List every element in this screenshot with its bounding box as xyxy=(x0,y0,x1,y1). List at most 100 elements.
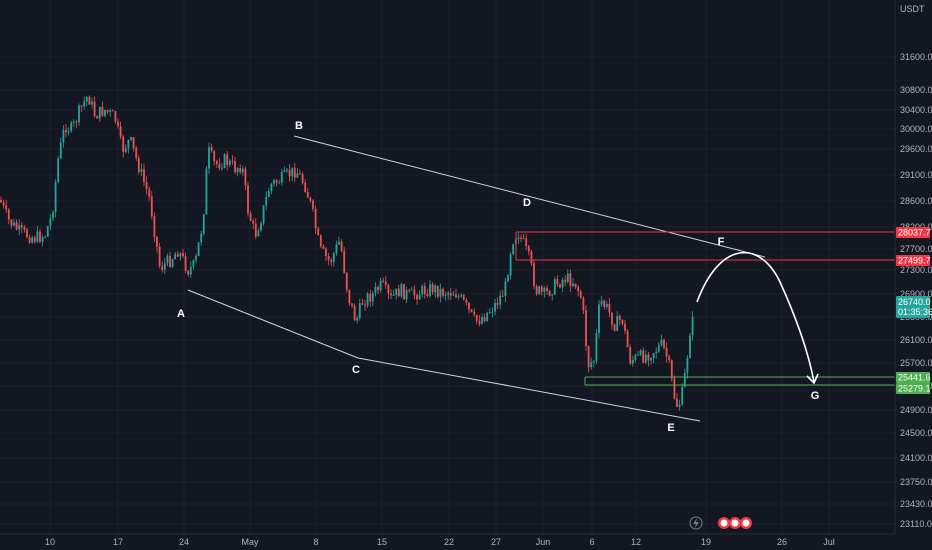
support-zone xyxy=(584,376,895,386)
candle-body xyxy=(405,290,408,300)
candle-body xyxy=(322,245,325,249)
candle-body xyxy=(423,286,426,295)
y-tick-label: 23750.0 xyxy=(900,477,932,487)
candle-body xyxy=(462,295,465,300)
candle-body xyxy=(442,288,444,296)
x-tick-label: 24 xyxy=(179,537,189,547)
time-axis[interactable] xyxy=(0,534,932,550)
candle-body xyxy=(384,281,387,286)
flag-icon[interactable] xyxy=(729,517,741,529)
candle-body xyxy=(639,350,642,355)
candle-body xyxy=(148,189,151,197)
lightning-icon[interactable] xyxy=(689,516,703,530)
candle-body xyxy=(67,131,70,133)
currency-label: USDT xyxy=(900,4,925,14)
lower-trendline-ac xyxy=(187,289,359,359)
candle-body xyxy=(101,106,104,116)
candle-body xyxy=(491,311,494,313)
candle-body xyxy=(275,180,278,183)
candle-body xyxy=(0,200,2,203)
candle-body xyxy=(312,200,314,209)
candle-body xyxy=(439,288,442,297)
x-tick-label: 27 xyxy=(491,537,501,547)
svg-text:28037.7: 28037.7 xyxy=(898,228,931,238)
candle-body xyxy=(340,241,343,251)
candle-body xyxy=(163,263,166,270)
candle-body xyxy=(421,286,424,295)
candle-body xyxy=(478,320,481,324)
candle-body xyxy=(468,302,470,310)
candle-body xyxy=(231,160,234,162)
candle-body xyxy=(140,168,143,173)
candle-body xyxy=(496,302,499,305)
candle-body xyxy=(621,319,624,324)
candle-body xyxy=(57,158,60,182)
y-tick-label: 29100.0 xyxy=(900,170,932,180)
candle-body xyxy=(161,266,164,270)
candle-body xyxy=(618,316,621,320)
candle-body xyxy=(535,286,538,295)
x-tick-label: 8 xyxy=(313,537,318,547)
candle-body xyxy=(691,316,694,336)
candle-body xyxy=(330,259,333,262)
candle-body xyxy=(353,305,356,321)
candle-body xyxy=(23,227,26,230)
y-tick-label: 24500.0 xyxy=(900,428,932,438)
candle-body xyxy=(44,236,47,238)
candle-body xyxy=(546,287,548,291)
candle-body xyxy=(369,293,372,302)
candle-body xyxy=(483,317,486,322)
candle-body xyxy=(403,284,405,300)
wave-label-c: C xyxy=(352,364,360,376)
candle-body xyxy=(59,142,62,159)
candle-body xyxy=(644,354,647,363)
x-tick-label: 12 xyxy=(631,537,641,547)
candle-body xyxy=(137,157,140,173)
candle-body xyxy=(392,294,395,296)
svg-text:27499.7: 27499.7 xyxy=(898,256,931,266)
x-tick-label: Jun xyxy=(536,537,551,547)
candle-body xyxy=(111,110,114,112)
candle-body xyxy=(574,283,577,288)
candle-body xyxy=(470,309,473,312)
candle-body xyxy=(221,167,223,169)
candle-body xyxy=(598,304,600,334)
candle-body xyxy=(358,303,361,319)
candle-body xyxy=(457,296,460,298)
flag-icon[interactable] xyxy=(740,517,752,529)
candle-body xyxy=(291,167,294,177)
y-tick-label: 31600.0 xyxy=(900,52,932,62)
wave-label-a: A xyxy=(177,308,185,320)
candle-body xyxy=(278,182,281,184)
svg-text:01:35:36: 01:35:36 xyxy=(898,307,932,317)
candle-body xyxy=(283,170,286,172)
candle-body xyxy=(637,354,639,356)
svg-text:25441.6: 25441.6 xyxy=(898,373,931,383)
x-tick-label: 15 xyxy=(377,537,387,547)
svg-text:26740.0: 26740.0 xyxy=(898,297,931,307)
candle-body xyxy=(213,151,216,162)
price-axis[interactable] xyxy=(895,0,932,534)
candle-body xyxy=(205,168,208,215)
candle-body xyxy=(5,205,8,210)
flag-icon[interactable] xyxy=(718,517,730,529)
x-tick-label: 26 xyxy=(777,537,787,547)
candle-body xyxy=(46,226,49,237)
candle-body xyxy=(338,241,340,245)
candle-body xyxy=(143,168,145,182)
x-tick-label: 10 xyxy=(45,537,55,547)
candle-body xyxy=(210,146,213,152)
y-tick-label: 24100.0 xyxy=(900,453,932,463)
candle-body xyxy=(371,292,374,302)
candle-body xyxy=(494,302,496,312)
candle-body xyxy=(361,303,364,305)
candle-body xyxy=(522,238,525,240)
candle-body xyxy=(299,173,301,175)
candle-body xyxy=(431,284,434,293)
candle-body xyxy=(379,280,382,291)
candle-body xyxy=(332,253,335,262)
candle-body xyxy=(681,387,684,405)
candle-body xyxy=(587,346,590,368)
